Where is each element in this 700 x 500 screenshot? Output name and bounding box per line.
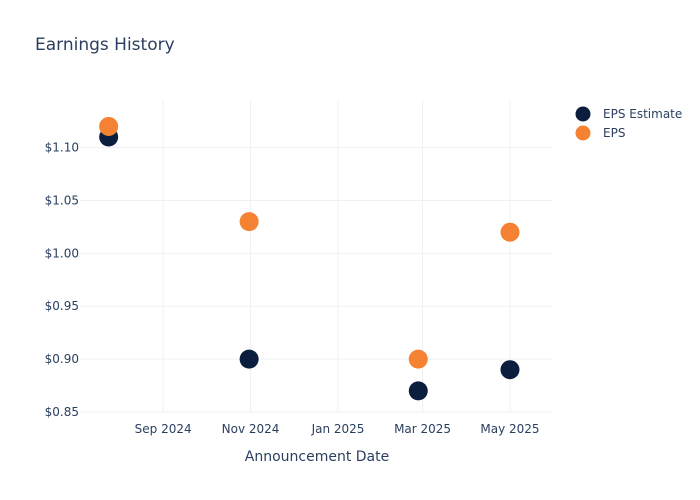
x-axis-title: Announcement Date <box>245 449 389 465</box>
eps-point[interactable] <box>239 212 259 232</box>
eps-point[interactable] <box>99 116 119 136</box>
legend-item[interactable]: EPS <box>575 125 626 141</box>
y-axis-ticks: $0.85 $0.90 $0.95 $1.00 $1.05 $1.10 <box>45 141 79 419</box>
y-tick-label: $0.95 <box>45 299 79 313</box>
y-tick-label: $1.05 <box>45 193 79 207</box>
x-tick-label: Nov 2024 <box>222 422 280 436</box>
eps-estimate-point[interactable] <box>408 381 428 401</box>
x-tick-label: Sep 2024 <box>135 422 192 436</box>
eps-estimate-point[interactable] <box>239 349 259 369</box>
legend-label: EPS <box>603 126 625 140</box>
eps-estimate-point[interactable] <box>500 360 520 380</box>
grid-lines <box>80 100 553 413</box>
legend-item[interactable]: EPS Estimate <box>575 106 683 122</box>
x-tick-label: Mar 2025 <box>394 422 451 436</box>
x-axis-ticks: Sep 2024 Nov 2024 Jan 2025 Mar 2025 May 2025 <box>135 422 540 436</box>
x-tick-label: May 2025 <box>480 422 539 436</box>
eps-point[interactable] <box>408 349 428 369</box>
data-points <box>99 116 520 401</box>
eps-point[interactable] <box>500 222 520 242</box>
y-tick-label: $1.00 <box>45 246 79 260</box>
legend-marker <box>575 125 591 141</box>
legend-label: EPS Estimate <box>603 107 682 121</box>
y-tick-label: $1.10 <box>45 141 79 155</box>
y-tick-label: $0.85 <box>45 405 79 419</box>
x-tick-label: Jan 2025 <box>311 422 365 436</box>
legend[interactable]: EPS Estimate EPS <box>575 106 683 141</box>
y-tick-label: $0.90 <box>45 352 79 366</box>
chart-title: Earnings History <box>35 35 175 55</box>
legend-marker <box>575 106 591 122</box>
